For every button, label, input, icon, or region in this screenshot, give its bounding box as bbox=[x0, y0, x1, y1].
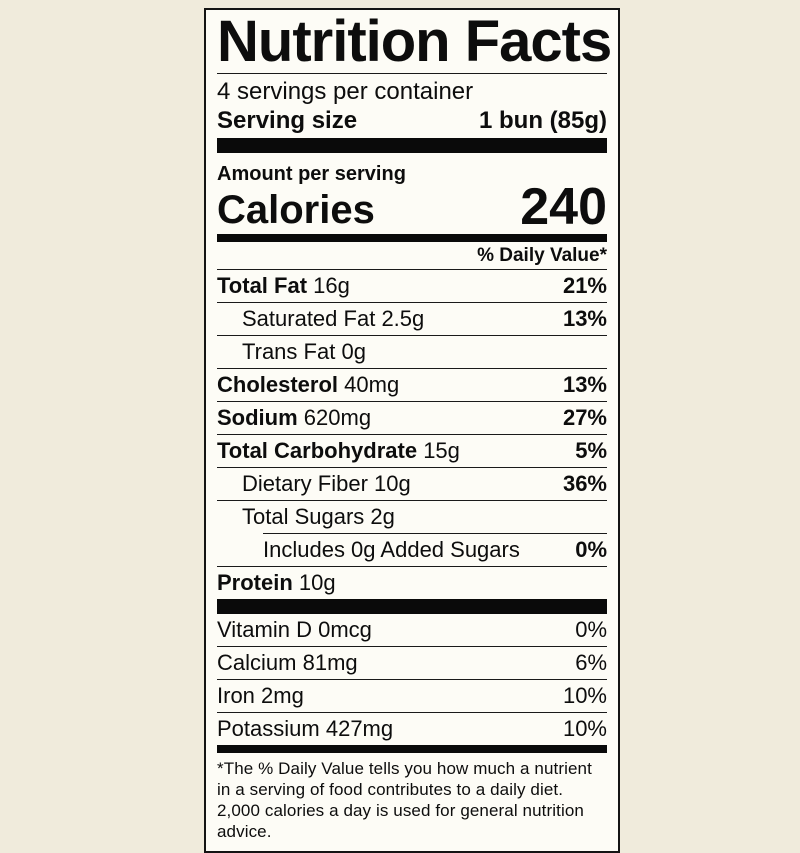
calories-label: Calories bbox=[217, 188, 375, 233]
nutrient-row-name: Sodium bbox=[217, 405, 298, 431]
divider-bar-medium bbox=[217, 745, 607, 754]
nutrient-row-text: Trans Fat 0g bbox=[217, 340, 366, 364]
nutrient-row-daily-value: 5% bbox=[575, 438, 607, 464]
divider-bar-thick bbox=[217, 138, 607, 153]
vitamin-row-daily-value: 10% bbox=[562, 683, 607, 709]
nutrient-row-amount: 2g bbox=[370, 504, 395, 530]
vitamin-row-text: Vitamin D 0mcg bbox=[217, 618, 372, 642]
nutrient-row-text: Total Sugars 2g bbox=[217, 505, 395, 529]
nutrient-row-daily-value: 0% bbox=[575, 537, 607, 563]
nutrient-row: Saturated Fat 2.5g 13% bbox=[217, 302, 607, 335]
nutrient-rows-section: Total Fat 16g 21% Saturated Fat 2.5g 13% Tra… bbox=[217, 270, 607, 599]
nutrient-row: Trans Fat 0g bbox=[217, 335, 607, 368]
nutrient-row-text: Sodium 620mg bbox=[217, 406, 371, 430]
nutrient-row-amount: 620mg bbox=[303, 405, 372, 431]
divider-bar-medium bbox=[217, 234, 607, 243]
nutrient-row-amount: 40mg bbox=[344, 372, 400, 398]
nutrient-row: Total Carbohydrate 15g 5% bbox=[217, 434, 607, 467]
daily-value-footnote: *The % Daily Value tells you how much a … bbox=[217, 759, 592, 842]
calories-row: Calories 240 bbox=[217, 178, 607, 236]
vitamin-row-daily-value: 0% bbox=[575, 617, 607, 643]
vitamin-row-daily-value: 10% bbox=[562, 716, 607, 742]
nutrient-row-daily-value: 21% bbox=[562, 273, 607, 299]
nutrient-row-text: Cholesterol 40mg bbox=[217, 373, 399, 397]
vitamin-row-amount: 81mg bbox=[302, 650, 358, 676]
vitamin-row-name: Iron bbox=[217, 683, 255, 709]
serving-size-label: Serving size bbox=[217, 107, 358, 134]
amount-per-serving-label: Amount per serving bbox=[217, 163, 406, 185]
nutrient-row: Protein 10g bbox=[217, 566, 607, 599]
nutrient-row-daily-value: 13% bbox=[562, 306, 607, 332]
vitamin-row-name: Potassium bbox=[217, 716, 320, 742]
vitamin-row: Vitamin D 0mcg 0% bbox=[217, 614, 607, 646]
label-title: Nutrition Facts bbox=[217, 9, 612, 74]
nutrient-row: Total Sugars 2g bbox=[217, 500, 607, 533]
nutrient-row-name: Total Sugars bbox=[242, 504, 365, 530]
vitamin-row: Calcium 81mg 6% bbox=[217, 646, 607, 679]
nutrient-row-name: Total Fat bbox=[217, 273, 308, 299]
nutrient-row-amount: 0g bbox=[341, 339, 366, 365]
serving-size-value: 1 bun (85g) bbox=[478, 107, 607, 134]
divider-thin bbox=[217, 73, 607, 74]
nutrient-row: Sodium 620mg 27% bbox=[217, 401, 607, 434]
nutrient-row-amount: 10g bbox=[298, 570, 336, 596]
nutrient-row-name: Dietary Fiber bbox=[242, 471, 368, 497]
vitamin-row-name: Vitamin D bbox=[217, 617, 312, 643]
nutrient-row-name: Protein bbox=[217, 570, 293, 596]
nutrient-row-daily-value: 36% bbox=[562, 471, 607, 497]
vitamin-row: Potassium 427mg 10% bbox=[217, 712, 607, 745]
nutrient-row-text: Total Fat 16g bbox=[217, 274, 350, 298]
nutrient-row: Total Fat 16g 21% bbox=[217, 270, 607, 302]
calories-value: 240 bbox=[520, 178, 607, 236]
daily-value-header: % Daily Value* bbox=[217, 242, 607, 271]
nutrient-row-name: Total Carbohydrate bbox=[217, 438, 418, 464]
vitamin-row-text: Potassium 427mg bbox=[217, 717, 393, 741]
nutrient-row: Cholesterol 40mg 13% bbox=[217, 368, 607, 401]
nutrient-row-amount: 2.5g bbox=[381, 306, 425, 332]
nutrient-row-amount: 15g bbox=[423, 438, 460, 464]
vitamin-row-name: Calcium bbox=[217, 650, 297, 676]
vitamin-row-amount: 2mg bbox=[261, 683, 304, 709]
nutrient-row-amount: 10g bbox=[374, 471, 411, 497]
nutrient-row-daily-value: 13% bbox=[562, 372, 607, 398]
servings-per-container: 4 servings per container bbox=[217, 78, 474, 105]
nutrient-row-name: Includes 0g Added Sugars bbox=[263, 537, 520, 563]
nutrient-row-text: Total Carbohydrate 15g bbox=[217, 439, 460, 463]
vitamin-row-amount: 0mcg bbox=[318, 617, 372, 643]
nutrition-facts-label: Nutrition Facts 4 servings per container… bbox=[204, 8, 620, 853]
vitamin-row: Iron 2mg 10% bbox=[217, 679, 607, 712]
vitamin-rows-section: Vitamin D 0mcg 0% Calcium 81mg 6% Iron 2mg 10… bbox=[217, 614, 607, 745]
nutrient-row-text: Saturated Fat 2.5g bbox=[217, 307, 424, 331]
divider-bar-thick bbox=[217, 599, 607, 615]
vitamin-row-text: Iron 2mg bbox=[217, 684, 304, 708]
nutrient-row-daily-value: 27% bbox=[562, 405, 607, 431]
vitamin-row-daily-value: 6% bbox=[575, 650, 607, 676]
nutrient-row-name: Saturated Fat bbox=[242, 306, 376, 332]
nutrient-row-name: Cholesterol bbox=[217, 372, 339, 398]
vitamin-row-amount: 427mg bbox=[325, 716, 394, 742]
nutrient-row-text: Dietary Fiber 10g bbox=[217, 472, 411, 496]
nutrient-row-text: Includes 0g Added Sugars bbox=[263, 538, 520, 562]
nutrient-row-amount: 16g bbox=[313, 273, 350, 299]
serving-size-row: Serving size 1 bun (85g) bbox=[217, 105, 607, 138]
vitamin-row-text: Calcium 81mg bbox=[217, 651, 358, 675]
nutrient-row: Includes 0g Added Sugars 0% bbox=[263, 533, 607, 566]
nutrient-row-name: Trans Fat bbox=[242, 339, 336, 365]
nutrient-row-text: Protein 10g bbox=[217, 571, 336, 595]
nutrient-row: Dietary Fiber 10g 36% bbox=[217, 467, 607, 500]
